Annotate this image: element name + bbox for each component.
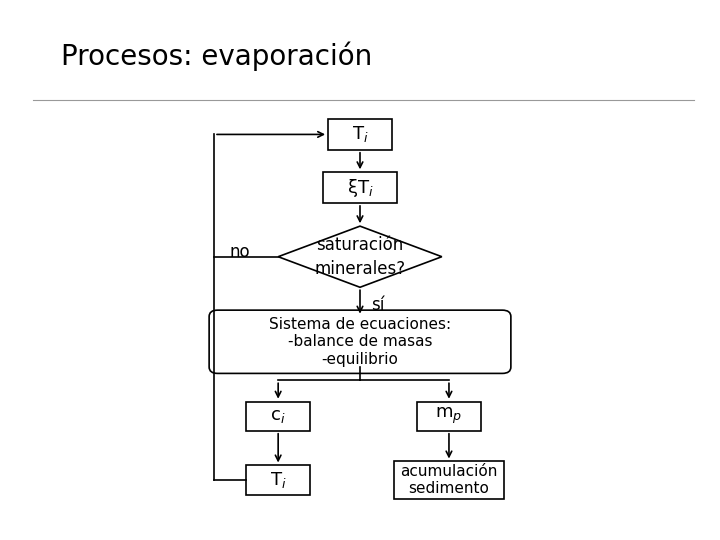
Text: m$_p$: m$_p$	[436, 406, 462, 426]
FancyBboxPatch shape	[328, 119, 392, 150]
FancyBboxPatch shape	[246, 465, 310, 495]
Text: sí: sí	[372, 295, 384, 314]
FancyBboxPatch shape	[209, 310, 511, 373]
Text: c$_i$: c$_i$	[271, 407, 286, 425]
Text: ξT$_i$: ξT$_i$	[346, 177, 374, 199]
FancyBboxPatch shape	[323, 172, 397, 203]
FancyBboxPatch shape	[246, 402, 310, 431]
Text: T$_i$: T$_i$	[351, 124, 369, 144]
FancyBboxPatch shape	[394, 461, 504, 498]
Text: Procesos: evaporación: Procesos: evaporación	[61, 42, 372, 71]
Text: T$_i$: T$_i$	[270, 470, 287, 490]
Text: no: no	[229, 244, 250, 261]
Polygon shape	[278, 226, 442, 287]
Text: saturación
minerales?: saturación minerales?	[315, 236, 405, 278]
Text: Sistema de ecuaciones:
-balance de masas
-equilibrio: Sistema de ecuaciones: -balance de masas…	[269, 317, 451, 367]
FancyBboxPatch shape	[417, 402, 481, 431]
Text: acumulación
sedimento: acumulación sedimento	[400, 464, 498, 496]
